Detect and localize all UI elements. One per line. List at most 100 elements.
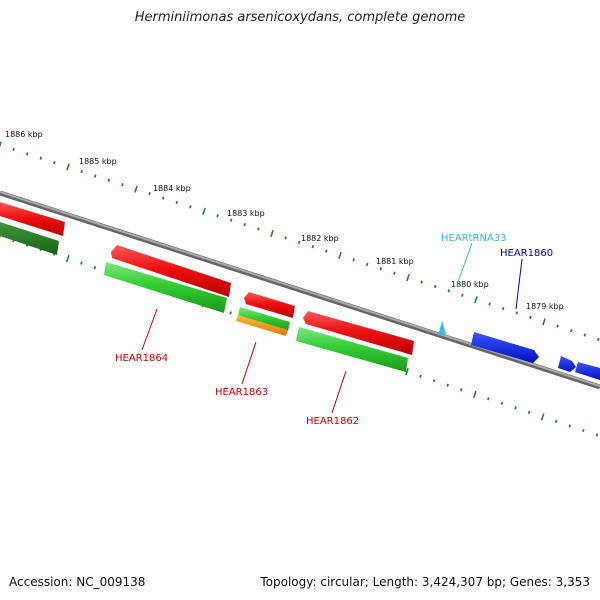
ruler-tick xyxy=(515,311,519,315)
ruler-tick xyxy=(297,240,301,244)
ruler-tick xyxy=(420,280,423,284)
inner-tick xyxy=(65,255,70,263)
gene-label-hear1862[interactable]: HEAR1862 xyxy=(306,416,359,427)
feature-blue-right[interactable] xyxy=(575,362,600,380)
gene-label-heartrna33[interactable]: HEARtRNA33 xyxy=(441,233,507,244)
inner-tick xyxy=(459,388,463,392)
ruler-tick xyxy=(53,161,56,165)
ruler-tick xyxy=(189,205,192,209)
inner-tick xyxy=(568,424,572,428)
ruler-tick xyxy=(583,333,587,337)
ruler-tick xyxy=(0,141,2,148)
accession-text: Accession: NC_009138 xyxy=(9,575,146,589)
ruler-tick xyxy=(175,200,179,205)
ruler-tick xyxy=(365,262,369,266)
ruler-tick xyxy=(25,152,29,156)
ruler-tick xyxy=(107,178,111,182)
ruler-tick xyxy=(121,183,124,187)
inner-tick xyxy=(93,266,97,270)
inner-tick xyxy=(554,419,558,423)
inner-tick xyxy=(500,401,504,405)
gene-label-hear1863[interactable]: HEAR1863 xyxy=(215,387,268,398)
tick-label-1885: 1885 kbp xyxy=(79,157,117,166)
topology-summary: Topology: circular; Length: 3,424,307 bp… xyxy=(260,575,590,589)
ruler-tick xyxy=(257,227,260,231)
label-leaders xyxy=(141,242,523,414)
gene-labels: HEAR1864 HEAR1863 HEAR1862 HEARtRNA33 HE… xyxy=(115,233,553,427)
feature-orange-1863[interactable] xyxy=(236,315,288,336)
ruler-tick xyxy=(352,258,355,262)
feature-red-1864[interactable] xyxy=(111,245,231,297)
inner-tick xyxy=(514,406,517,410)
ruler-tick xyxy=(406,274,410,282)
ruler-tick xyxy=(597,337,600,342)
gene-label-hear1860[interactable]: HEAR1860 xyxy=(500,248,553,259)
inner-tick xyxy=(540,413,545,421)
ruler-tick xyxy=(66,163,70,171)
ruler-tick xyxy=(202,207,206,215)
ruler-tick xyxy=(461,293,464,297)
ruler-tick xyxy=(134,185,138,193)
inner-tick xyxy=(595,433,599,437)
ruler-tick xyxy=(216,214,219,218)
tick-label-1884: 1884 kbp xyxy=(153,184,191,193)
map-title: Herminiimonas arsenicoxydans, complete g… xyxy=(134,10,466,25)
feature-blue-1860[interactable] xyxy=(471,332,539,363)
ruler-tick xyxy=(12,147,15,152)
ruler-tick xyxy=(270,229,274,237)
tick-label-1882: 1882 kbp xyxy=(301,234,339,243)
ruler-tick xyxy=(161,196,165,200)
ruler-tick xyxy=(379,267,383,271)
feature-green-1864[interactable] xyxy=(104,262,227,313)
inner-tick xyxy=(405,368,409,376)
ruler-tick xyxy=(569,329,573,333)
ruler-tick xyxy=(325,249,328,253)
feature-red-1862[interactable] xyxy=(303,311,414,355)
ruler-tick xyxy=(488,302,491,306)
feature-red-1863[interactable] xyxy=(244,292,295,318)
ruler-tick xyxy=(39,156,43,160)
ruler-labels: 1886 kbp 1885 kbp 1884 kbp 1883 kbp 1882… xyxy=(5,130,564,311)
ruler-tick xyxy=(447,289,451,293)
ruler-tick xyxy=(284,236,287,240)
inner-tick xyxy=(472,390,477,398)
inner-tick xyxy=(527,410,531,414)
feature-red-left[interactable] xyxy=(0,202,65,236)
feature-darkgreen-left[interactable] xyxy=(0,222,59,255)
inner-tick xyxy=(432,379,436,383)
inner-tick xyxy=(419,374,422,378)
inner-tick xyxy=(229,311,232,315)
ruler-tick xyxy=(433,284,437,289)
genome-backbone xyxy=(0,190,600,390)
ruler-tick xyxy=(311,245,315,249)
feature-blue-small[interactable] xyxy=(558,356,576,372)
tick-label-1881: 1881 kbp xyxy=(376,257,414,266)
features xyxy=(0,202,600,380)
feature-green-1862[interactable] xyxy=(296,327,408,372)
inner-tick xyxy=(446,383,449,387)
inner-tick xyxy=(487,397,490,401)
ruler-tick xyxy=(529,315,532,319)
ruler-ticks xyxy=(0,141,600,342)
ruler-tick xyxy=(93,174,97,178)
ruler-tick xyxy=(542,318,546,326)
tick-label-1880: 1880 kbp xyxy=(451,280,489,289)
tick-label-1886: 1886 kbp xyxy=(5,130,43,139)
ruler-tick xyxy=(229,218,233,222)
ruler-tick xyxy=(243,222,247,227)
inner-tick xyxy=(80,261,83,265)
ruler-tick xyxy=(393,271,396,275)
feature-trna[interactable] xyxy=(438,321,446,336)
ruler-tick xyxy=(501,306,505,311)
ruler-tick xyxy=(474,296,478,304)
ruler-tick xyxy=(338,251,342,260)
ruler-tick xyxy=(556,324,559,328)
gene-label-hear1864[interactable]: HEAR1864 xyxy=(115,353,168,364)
inner-tick xyxy=(582,428,585,433)
tick-label-1883: 1883 kbp xyxy=(227,209,265,218)
tick-label-1879: 1879 kbp xyxy=(526,302,564,311)
ruler-tick xyxy=(80,169,83,174)
feature-green-1863[interactable] xyxy=(238,307,290,331)
ruler-tick xyxy=(148,192,151,196)
